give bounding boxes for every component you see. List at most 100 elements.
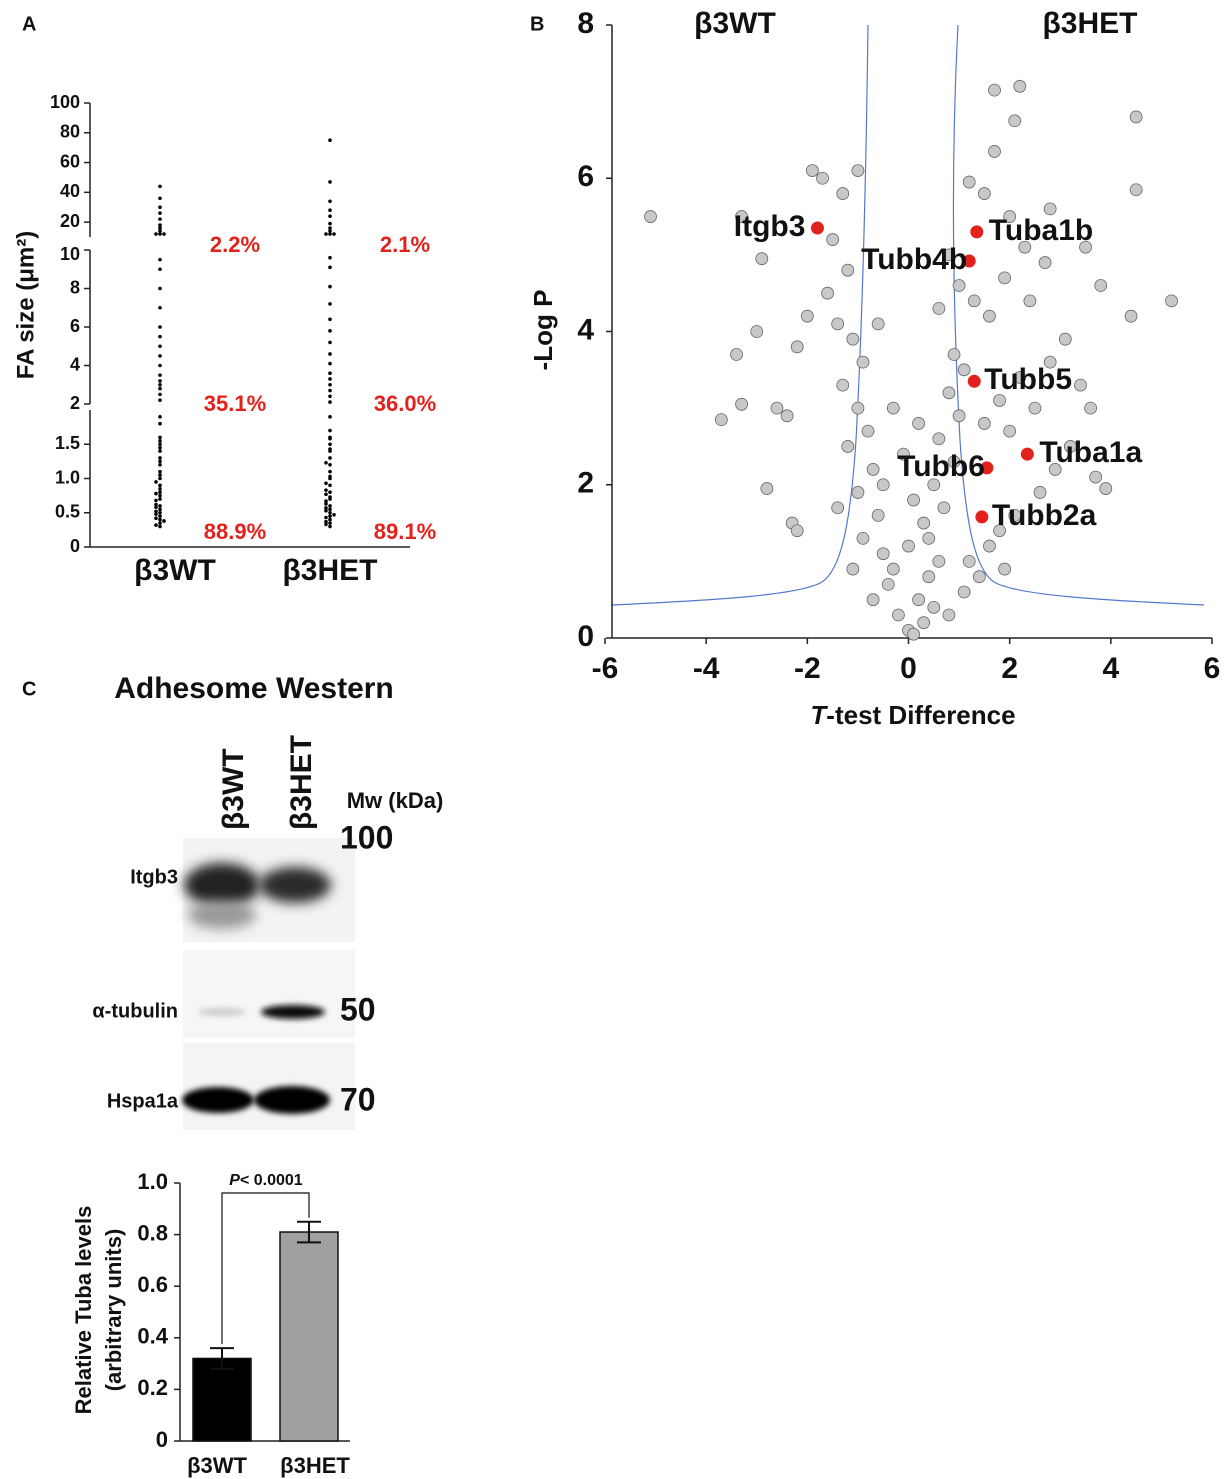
point (780, 409, 794, 423)
dot (328, 490, 332, 495)
dot (324, 502, 328, 506)
x-tick-label: -6 (592, 652, 619, 685)
point (1058, 332, 1072, 346)
point-label: Itgb3 (734, 210, 806, 243)
y-tick-label: 6 (70, 316, 80, 336)
dot (158, 344, 162, 349)
point (770, 401, 784, 415)
dot (332, 232, 336, 236)
point (790, 340, 804, 354)
dot (158, 257, 162, 262)
dot (328, 180, 332, 184)
dot (328, 447, 332, 451)
point (983, 539, 996, 553)
point (962, 554, 976, 568)
point (856, 531, 870, 545)
dot (324, 492, 328, 497)
dot (328, 456, 332, 460)
dot (158, 493, 162, 498)
percent-label: 35.1% (204, 391, 266, 416)
dot (328, 521, 332, 525)
dot (328, 507, 332, 512)
panel-letter: C (22, 678, 36, 700)
point (957, 363, 971, 377)
point (932, 432, 946, 446)
y-tick-label: 60 (60, 151, 80, 171)
point (947, 455, 961, 469)
y-tick-label: 0 (156, 1427, 168, 1452)
dot (324, 481, 328, 486)
dot (158, 386, 162, 391)
dot (328, 514, 332, 518)
y-axis-label: -Log P (528, 290, 558, 371)
blot (182, 838, 355, 1130)
y-tick-label: 0 (577, 620, 594, 653)
point (1043, 355, 1057, 369)
dot (158, 223, 162, 227)
point (1013, 371, 1027, 384)
band (254, 1086, 330, 1114)
point (846, 562, 860, 576)
x-tick-label: β3WT (134, 554, 216, 587)
band (182, 1087, 254, 1113)
point (998, 562, 1012, 576)
marker-label: 100 (340, 819, 393, 855)
dot (328, 199, 332, 204)
dot (158, 507, 162, 512)
point (1099, 482, 1113, 495)
y-tick-label: 0.2 (137, 1375, 168, 1400)
y-tick-label: 8 (70, 277, 80, 297)
point (912, 593, 926, 607)
point (932, 554, 946, 568)
point-label: Tubb6 (897, 450, 985, 483)
point (881, 577, 895, 591)
dot (328, 214, 332, 218)
point (714, 413, 728, 427)
dot (328, 221, 332, 226)
dot (328, 284, 332, 289)
dot (328, 138, 332, 143)
point (942, 248, 956, 262)
point-label: Tubb4b (861, 243, 967, 276)
point (841, 263, 855, 277)
lane-label: β3HET (285, 735, 318, 830)
lane-label: β3WT (217, 748, 250, 830)
dot (158, 483, 162, 488)
dot (328, 340, 332, 345)
y-axis-label: FA size (μm²) (12, 231, 39, 379)
protein-label: α-tubulin (92, 1000, 178, 1022)
point (836, 378, 850, 392)
point (967, 294, 981, 308)
dot (158, 184, 162, 189)
point (644, 210, 657, 223)
dot (158, 196, 162, 201)
point (871, 317, 885, 331)
group-title: β3HET (1043, 7, 1138, 40)
point (1079, 240, 1092, 254)
point (957, 585, 971, 599)
point (810, 221, 824, 235)
x-tick-label: -2 (794, 652, 821, 685)
blot-title: Adhesome Western (114, 672, 394, 705)
point (977, 417, 991, 430)
point (891, 608, 905, 622)
dot (328, 352, 332, 356)
dot (158, 373, 162, 377)
x-tick-label: 6 (1204, 652, 1221, 685)
dot (158, 486, 162, 491)
y-tick-label: 0.4 (137, 1324, 168, 1349)
dot (324, 506, 328, 510)
dot (324, 232, 328, 236)
dot (154, 502, 158, 507)
panel-letter: A (22, 13, 36, 35)
point (927, 600, 941, 614)
point (886, 401, 900, 415)
x-tick-label: β3HET (280, 1453, 350, 1478)
x-tick-label: 2 (1001, 652, 1018, 685)
dot (158, 439, 162, 443)
dot (158, 514, 162, 518)
dot (158, 517, 162, 522)
dot (328, 377, 332, 381)
point (735, 397, 748, 411)
y-tick-label: 0 (70, 536, 80, 556)
